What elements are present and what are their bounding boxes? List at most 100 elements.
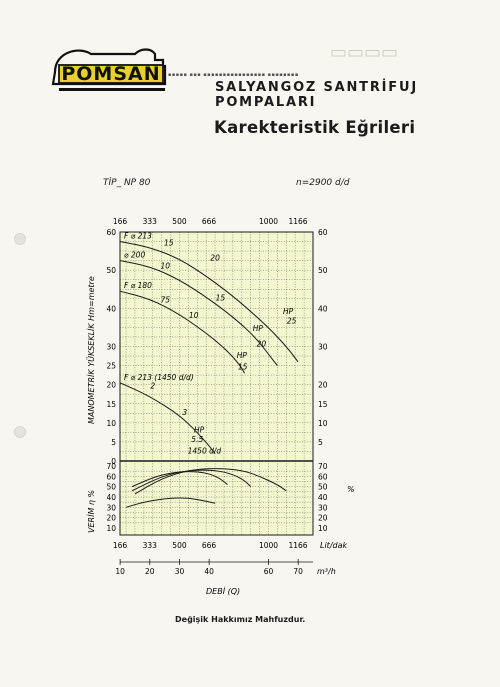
punch-hole-top — [14, 233, 26, 245]
efficiency-tick-right: 30 — [318, 503, 328, 512]
hp-label: 15 — [164, 238, 174, 247]
footer-note: Değişik Hakkımız Mahfuzdur. — [175, 615, 306, 624]
efficiency-tick-left: 50 — [106, 483, 116, 492]
hp-label: HP — [194, 425, 205, 434]
x-top-tick-label: 666 — [202, 217, 217, 226]
pomsan-logo: POMSAN — [51, 48, 167, 91]
x-m3h-tick-label: 60 — [264, 567, 274, 576]
hp-label: 2 — [150, 381, 155, 390]
efficiency-tick-right: 40 — [318, 493, 328, 502]
hp-label: HP — [253, 324, 264, 333]
efficiency-curve — [125, 497, 216, 508]
head-tick-right: 20 — [318, 381, 328, 390]
efficiency-tick-right: 70 — [318, 462, 328, 471]
impeller-label: F ⌀ 180 — [124, 281, 152, 290]
page-subtitle: SALYANGOZ SANTRİFUJ POMPALARI — [215, 80, 418, 110]
efficiency-curve — [131, 471, 228, 488]
efficiency-tick-left: 70 — [106, 462, 116, 471]
head-tick-left: 20 — [106, 381, 116, 390]
x-bottom-tick-label: 1166 — [288, 541, 307, 550]
efficiency-tick-left: 10 — [106, 524, 116, 533]
x-m3h-tick-label: 20 — [145, 567, 155, 576]
efficiency-curve — [131, 469, 252, 492]
head-curve — [119, 241, 299, 363]
efficiency-tick-right: 60 — [318, 472, 328, 481]
head-tick-right: 50 — [318, 266, 328, 275]
x-m3h-tick-label: 40 — [204, 567, 214, 576]
head-axis-label: MANOMETRİK YÜKSEKLİK Hm=metre — [86, 276, 96, 424]
x-top-tick-label: 1166 — [288, 217, 307, 226]
x-axis-label: DEBİ (Q) — [206, 586, 240, 596]
head-curve — [119, 382, 216, 454]
head-tick-left: 60 — [106, 228, 116, 237]
head-tick-left: 30 — [106, 343, 116, 352]
x-bottom-tick-label: 1000 — [259, 541, 278, 550]
head-tick-right: 10 — [318, 419, 328, 428]
efficiency-tick-left: 20 — [106, 514, 116, 523]
bleed-through-logo: ▭▭▭▭ — [330, 42, 399, 63]
head-tick-left: 50 — [106, 266, 116, 275]
head-tick-right: 60 — [318, 228, 328, 237]
x-bottom-tick-label: 166 — [113, 541, 128, 550]
impeller-label: F ⌀ 213 (1450 d/d) — [124, 373, 194, 382]
page-title: Karekteristik Eğrileri — [214, 118, 416, 137]
head-tick-left: 40 — [106, 304, 116, 313]
head-curve — [119, 260, 278, 366]
hp-label: 10 — [160, 261, 170, 270]
hp-label: 25 — [287, 317, 297, 326]
hp-label: HP — [237, 351, 248, 360]
head-tick-left: 0 — [111, 457, 116, 466]
punch-hole-bottom — [14, 426, 26, 438]
x-unit-m3h: m³/h — [317, 567, 336, 576]
hp-label: 20 — [257, 340, 267, 349]
head-tick-right: 15 — [318, 400, 328, 409]
x-unit-lpm: Lit/dak — [320, 541, 347, 550]
x-m3h-tick-label: 70 — [293, 567, 303, 576]
model-type: TİP_ NP 80 — [103, 178, 151, 188]
efficiency-tick-left: 60 — [106, 472, 116, 481]
impeller-label: F ⌀ 213 — [124, 232, 152, 241]
hp-label: 75 — [160, 296, 170, 305]
efficiency-curve — [134, 468, 287, 495]
head-tick-right: 30 — [318, 343, 328, 352]
rotation-speed: n=2900 d/d — [296, 178, 350, 188]
head-tick-right: 40 — [318, 304, 328, 313]
x-top-tick-label: 333 — [143, 217, 158, 226]
efficiency-tick-right: 20 — [318, 514, 328, 523]
brand-name: POMSAN — [61, 63, 160, 85]
hp-label: 3 — [182, 408, 187, 417]
impeller-label: ⌀ 200 — [124, 251, 145, 260]
x-bottom-tick-label: 333 — [143, 541, 158, 550]
efficiency-tick-right: 50 — [318, 483, 328, 492]
head-tick-left: 5 — [111, 438, 116, 447]
efficiency-tick-right: 10 — [318, 524, 328, 533]
hp-label: 15 — [216, 294, 226, 303]
x-top-tick-label: 500 — [172, 217, 187, 226]
hp-label: HP — [283, 307, 294, 316]
efficiency-unit-right: % — [347, 485, 355, 494]
fine-print: ▪▪▪▪▪ ▪▪▪ ▪▪▪▪▪▪▪▪▪▪▪▪▪▪▪▪ ▪▪▪▪▪▪▪▪ — [168, 72, 299, 78]
head-curve — [119, 290, 246, 374]
head-tick-right: 5 — [318, 438, 323, 447]
x-bottom-tick-label: 500 — [172, 541, 187, 550]
plot-frame — [119, 231, 314, 536]
hp-label: 5.5 — [191, 435, 203, 444]
efficiency-tick-left: 30 — [106, 503, 116, 512]
head-tick-left: 15 — [106, 400, 116, 409]
hp-label: 20 — [210, 254, 220, 263]
hp-label: 15 — [238, 362, 248, 371]
hp-label: 10 — [189, 311, 199, 320]
x-bottom-tick-label: 666 — [202, 541, 217, 550]
x-top-tick-label: 166 — [113, 217, 128, 226]
x-m3h-tick-label: 10 — [115, 567, 125, 576]
x-m3h-tick-label: 30 — [175, 567, 185, 576]
x-top-tick-label: 1000 — [259, 217, 278, 226]
efficiency-tick-left: 40 — [106, 493, 116, 502]
head-tick-left: 25 — [106, 362, 116, 371]
hp-label: 1450 d/d — [188, 446, 222, 455]
head-tick-left: 10 — [106, 419, 116, 428]
efficiency-axis-label: VERİM η % — [86, 490, 96, 533]
curves — [119, 241, 299, 508]
